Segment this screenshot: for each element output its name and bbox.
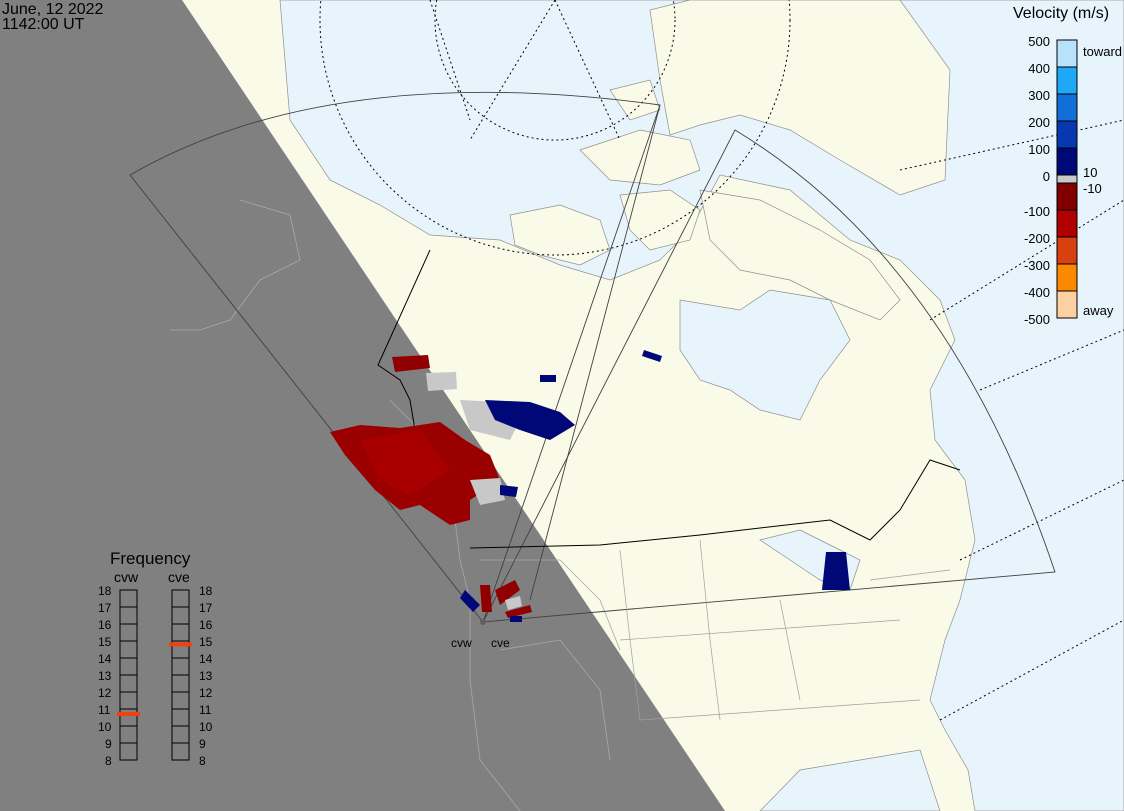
colorbar-tick-label: 400 [1028, 61, 1050, 76]
night-shade [0, 0, 725, 811]
frequency-panel [117, 589, 192, 761]
colorbar-title: Velocity (m/s) [1013, 5, 1110, 22]
velocity-cell [460, 590, 480, 612]
frequency-scale-cell [171, 742, 190, 761]
velocity-cell [505, 605, 532, 618]
colorbar-segment-away [1056, 290, 1078, 319]
radar-site-label-cvw: cvw [451, 636, 472, 650]
colorbar-tick-label: -400 [1023, 285, 1050, 300]
baffin-island [699, 189, 901, 321]
frequency-tick-label: 8 [105, 754, 112, 768]
colorbar-segment-away [1056, 209, 1078, 238]
frequency-tick-label: 16 [199, 618, 213, 632]
frequency-marker-cve [169, 642, 192, 647]
radar-site-marker [480, 619, 486, 625]
colorbar-segment-toward [1056, 66, 1078, 95]
arctic-island [579, 129, 701, 186]
frequency-tick-label: 13 [199, 669, 213, 683]
frequency-tick-label: 16 [98, 618, 112, 632]
colorbar-segment-away [1056, 182, 1078, 211]
velocity-colorbar [1056, 39, 1078, 319]
frequency-scale-cell [119, 742, 138, 761]
colorbar-segment-toward [1056, 120, 1078, 149]
arctic-island [509, 204, 611, 266]
political-borders [377, 249, 961, 549]
colorbar-tick-label: -200 [1023, 231, 1050, 246]
frequency-tick-label: 12 [199, 686, 213, 700]
velocity-cell [510, 616, 522, 622]
greenland [649, 0, 951, 196]
velocity-cell [642, 350, 662, 362]
velocity-cell [470, 478, 505, 505]
colorbar-tick-label: 100 [1028, 142, 1050, 157]
colorbar-segment-away [1056, 236, 1078, 265]
colorbar-tick-label: 300 [1028, 88, 1050, 103]
velocity-cell [485, 400, 575, 440]
radar-name-cvw: cvw [114, 569, 139, 585]
velocity-cell [500, 485, 518, 497]
frequency-tick-label: 13 [98, 669, 112, 683]
velocity-cells [330, 350, 850, 622]
velocity-cell [505, 596, 522, 610]
away-label: away [1083, 303, 1114, 318]
colorbar-tick-label: -500 [1023, 312, 1050, 327]
velocity-cell [426, 372, 457, 391]
ocean [279, 0, 1124, 811]
colorbar-segment-ground-scatter [1056, 174, 1078, 184]
velocity-cell [360, 430, 450, 495]
date-label: June, 12 2022 [2, 1, 104, 18]
velocity-cell [392, 355, 430, 372]
radar-name-cve: cve [168, 569, 190, 585]
radar-field-of-view [129, 91, 1056, 623]
velocity-cell [540, 375, 556, 382]
arctic-island [609, 79, 661, 121]
frequency-tick-label: 9 [105, 737, 112, 751]
frequency-marker-cvw [117, 712, 140, 717]
frequency-tick-label: 14 [98, 652, 112, 666]
frequency-tick-label: 14 [199, 652, 213, 666]
toward-label: toward [1083, 44, 1123, 59]
arctic-island [619, 189, 701, 251]
colorbar-segment-away [1056, 263, 1078, 292]
radar-site-label-cve: cve [491, 636, 510, 650]
latitude-longitude-grid [319, 0, 1124, 721]
hudson-bay [679, 289, 851, 421]
frequency-tick-label: 18 [199, 584, 213, 598]
time-label: 1142:00 UT [2, 16, 85, 33]
colorbar-tick-label: 500 [1028, 34, 1050, 49]
frequency-tick-label: 11 [199, 703, 212, 717]
frequency-tick-label: 18 [98, 584, 112, 598]
frequency-tick-label: 9 [199, 737, 206, 751]
frequency-tick-label: 15 [199, 635, 213, 649]
colorbar-tick-label: -100 [1023, 204, 1050, 219]
colorbar-segment-toward [1056, 39, 1078, 68]
frequency-tick-label: 12 [98, 686, 112, 700]
frequency-tick-label: 10 [199, 720, 213, 734]
ground-scatter-lower-label: -10 [1083, 181, 1102, 196]
frequency-tick-label: 15 [98, 635, 112, 649]
colorbar-segment-toward [1056, 93, 1078, 122]
ground-scatter-upper-label: 10 [1083, 165, 1098, 180]
frequency-tick-label: 10 [98, 720, 112, 734]
frequency-tick-label: 11 [98, 703, 111, 717]
frequency-tick-label: 8 [199, 754, 206, 768]
velocity-cell [480, 585, 492, 612]
velocity-cell [822, 552, 850, 590]
colorbar-tick-label: 0 [1042, 169, 1050, 184]
colorbar-segment-toward [1056, 147, 1078, 176]
colorbar-tick-label: 200 [1028, 115, 1050, 130]
frequency-title: Frequency [110, 549, 191, 568]
state-borders [619, 539, 951, 721]
frequency-tick-label: 17 [199, 601, 213, 615]
frequency-tick-label: 17 [98, 601, 112, 615]
velocity-cell [495, 580, 520, 605]
colorbar-tick-label: -300 [1023, 258, 1050, 273]
gulf-of-mexico [759, 749, 941, 811]
